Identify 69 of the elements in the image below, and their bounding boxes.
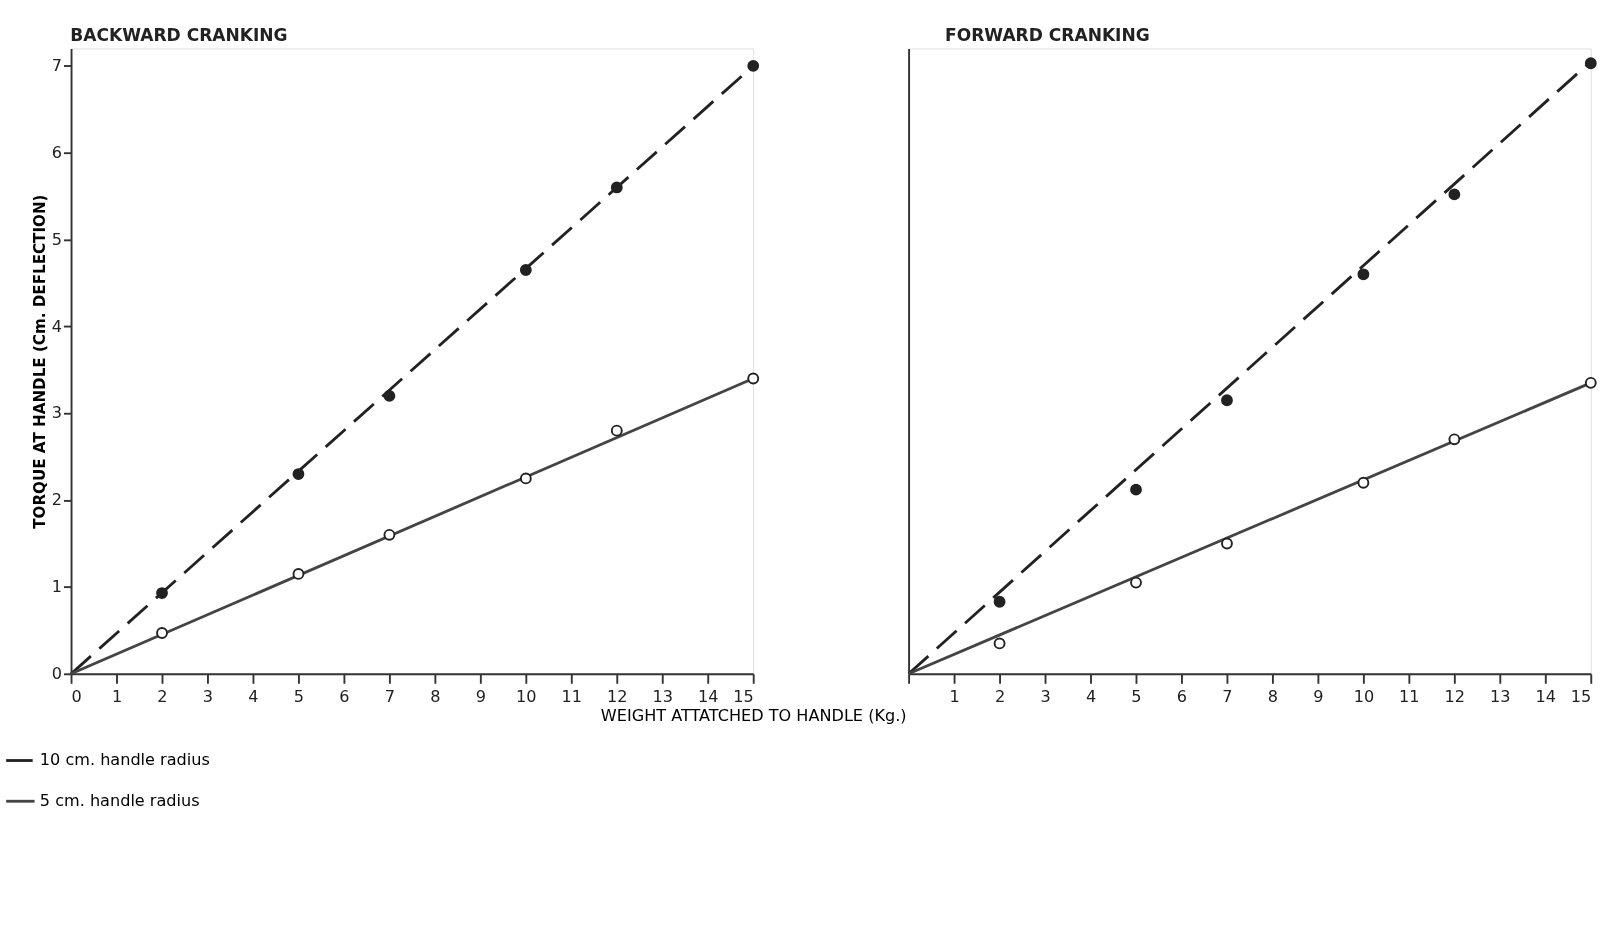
x-tick-label: 1: [949, 686, 960, 706]
x-tick-label: 6: [1176, 686, 1188, 706]
point: [156, 587, 168, 599]
y-tick-label: 4: [51, 316, 63, 336]
point: [156, 627, 168, 639]
x-tick-label: 11: [1399, 686, 1420, 706]
x-tick-label: 4: [1085, 686, 1097, 706]
x-tick-label: 9: [475, 686, 486, 706]
point: [383, 528, 396, 541]
x-tick-label: 15: [1570, 686, 1592, 706]
point: [292, 468, 305, 480]
x-tick-label: 14: [1535, 686, 1557, 706]
point: [519, 264, 532, 276]
legend-label: 10 cm. handle radius: [39, 750, 210, 770]
x-tick-label: 10: [516, 686, 537, 706]
point: [1221, 537, 1233, 550]
x-tick-label: 15: [733, 686, 754, 706]
point: [1448, 433, 1461, 446]
x-tick-label: 7: [384, 686, 396, 706]
point: [519, 472, 532, 485]
y-tick-label: 0: [51, 664, 63, 684]
x-tick-label: 13: [652, 686, 673, 706]
x-tick-label: 5: [1131, 686, 1142, 706]
x-tick-label: 1: [111, 686, 123, 706]
y-tick-label: 1: [51, 577, 63, 597]
x-tick-label: 6: [339, 686, 350, 706]
x-axis-title: WEIGHT ATTATCHED TO HANDLE (Kg.): [600, 705, 907, 725]
point: [1357, 268, 1370, 281]
point: [1221, 394, 1233, 407]
point: [1357, 476, 1370, 489]
y-tick-label: 7: [51, 56, 63, 76]
point: [993, 637, 1006, 650]
x-tick-label: 11: [561, 686, 583, 706]
x-tick-label: 5: [293, 686, 305, 706]
point: [610, 181, 623, 194]
point: [993, 595, 1006, 608]
x-tick-label: 14: [697, 686, 719, 706]
x-tick-label: 12: [607, 686, 628, 706]
point: [383, 389, 396, 402]
x-tick-label: 9: [1313, 686, 1324, 706]
legend-label: 5 cm. handle radius: [39, 790, 200, 810]
x-tick-label: 3: [202, 686, 214, 706]
x-tick-label: 13: [1490, 686, 1511, 706]
x-tick-label: 0: [71, 686, 82, 706]
x-tick-label: 4: [248, 686, 259, 706]
point: [1130, 483, 1142, 496]
y-axis-title: TORQUE AT HANDLE (Cm. DEFLECTION): [31, 194, 50, 529]
x-tick-label: 3: [1040, 686, 1051, 706]
point: [610, 424, 623, 437]
x-tick-label: 12: [1444, 686, 1466, 706]
x-tick-label: 8: [1267, 686, 1279, 706]
y-tick-label: 5: [51, 229, 63, 249]
point: [1584, 376, 1597, 389]
y-tick-label: 3: [51, 403, 63, 423]
x-tick-label: 8: [430, 686, 441, 706]
x-tick-label: 7: [1222, 686, 1233, 706]
chart-title: FORWARD CRANKING: [945, 24, 1150, 45]
point: [747, 372, 760, 385]
x-tick-label: 10: [1353, 686, 1375, 706]
point: [292, 568, 305, 580]
point: [747, 59, 760, 72]
point: [1130, 576, 1142, 589]
x-tick-label: 2: [157, 686, 168, 706]
point: [1448, 188, 1461, 201]
point: [1584, 57, 1597, 70]
y-tick-label: 6: [51, 142, 63, 162]
y-tick-label: 2: [51, 490, 63, 510]
chart-title: BACKWARD CRANKING: [70, 24, 288, 45]
x-tick-label: 2: [994, 686, 1006, 706]
